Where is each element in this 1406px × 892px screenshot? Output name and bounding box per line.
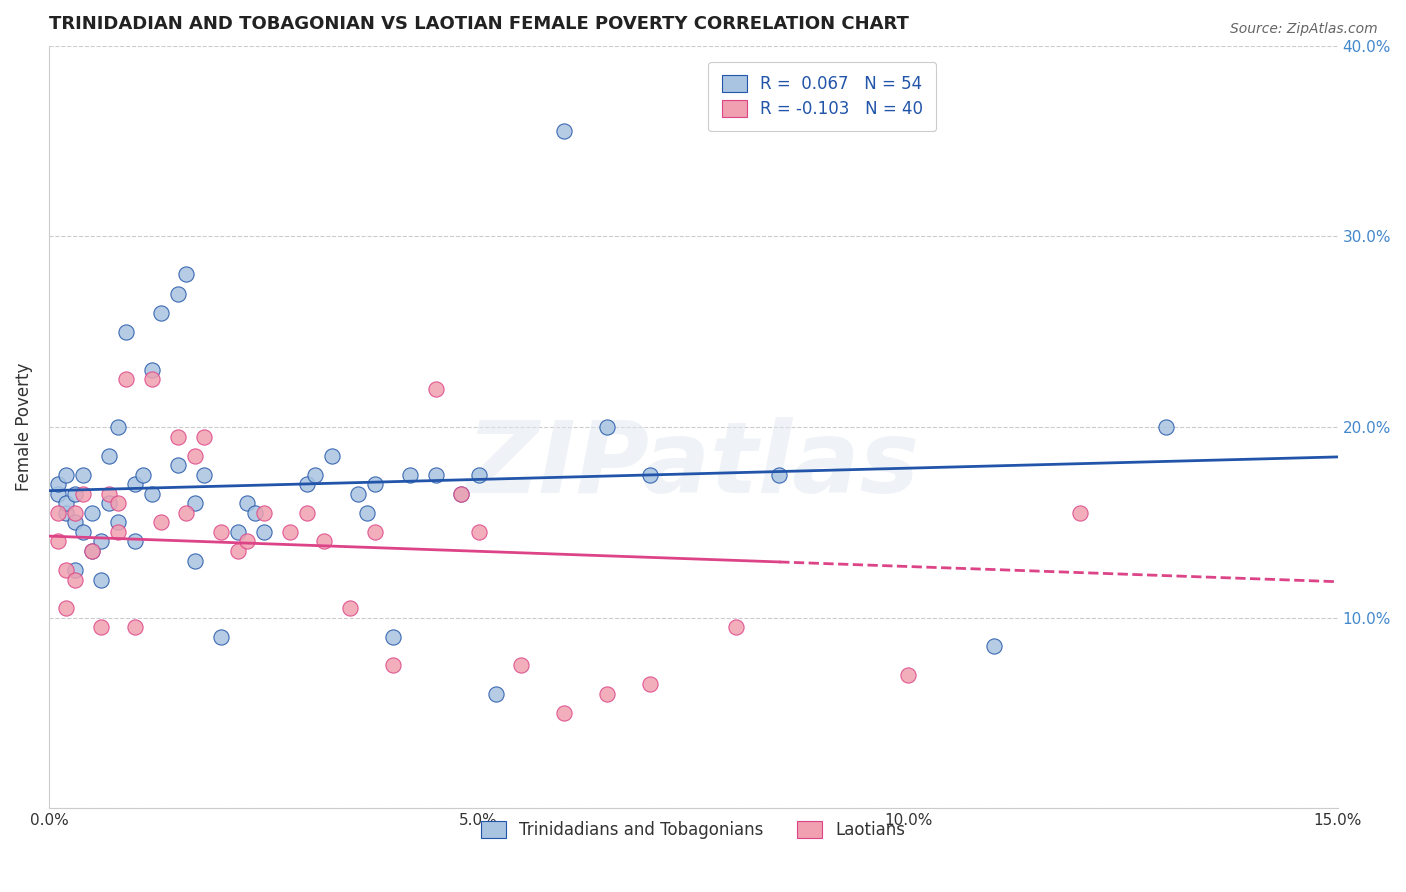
- Point: [184, 496, 207, 510]
- Point: [235, 534, 257, 549]
- Text: ZIPatlas: ZIPatlas: [467, 417, 920, 514]
- Point: [1154, 420, 1177, 434]
- Point: [115, 325, 138, 339]
- Point: [80, 544, 103, 558]
- Point: [321, 449, 343, 463]
- Point: [124, 477, 146, 491]
- Point: [226, 524, 249, 539]
- Point: [98, 487, 121, 501]
- Point: [166, 429, 188, 443]
- Point: [381, 630, 404, 644]
- Point: [149, 305, 172, 319]
- Point: [1069, 506, 1091, 520]
- Point: [553, 706, 575, 720]
- Point: [768, 467, 790, 482]
- Point: [640, 467, 662, 482]
- Point: [897, 668, 920, 682]
- Point: [46, 477, 69, 491]
- Point: [398, 467, 420, 482]
- Point: [425, 467, 447, 482]
- Point: [209, 630, 232, 644]
- Point: [107, 516, 129, 530]
- Point: [55, 506, 77, 520]
- Point: [55, 467, 77, 482]
- Point: [184, 449, 207, 463]
- Point: [107, 524, 129, 539]
- Point: [243, 506, 266, 520]
- Point: [253, 506, 276, 520]
- Point: [63, 573, 86, 587]
- Point: [46, 506, 69, 520]
- Point: [141, 372, 163, 386]
- Point: [425, 382, 447, 396]
- Point: [278, 524, 301, 539]
- Point: [725, 620, 748, 634]
- Point: [55, 601, 77, 615]
- Point: [295, 477, 318, 491]
- Point: [166, 458, 188, 473]
- Point: [450, 487, 472, 501]
- Point: [312, 534, 335, 549]
- Point: [166, 286, 188, 301]
- Point: [983, 640, 1005, 654]
- Point: [63, 516, 86, 530]
- Point: [596, 420, 619, 434]
- Point: [304, 467, 326, 482]
- Point: [253, 524, 276, 539]
- Point: [124, 620, 146, 634]
- Text: TRINIDADIAN AND TOBAGONIAN VS LAOTIAN FEMALE POVERTY CORRELATION CHART: TRINIDADIAN AND TOBAGONIAN VS LAOTIAN FE…: [49, 15, 908, 33]
- Point: [141, 363, 163, 377]
- Point: [46, 487, 69, 501]
- Point: [176, 506, 198, 520]
- Point: [209, 524, 232, 539]
- Text: Source: ZipAtlas.com: Source: ZipAtlas.com: [1230, 22, 1378, 37]
- Point: [553, 124, 575, 138]
- Point: [356, 506, 378, 520]
- Point: [124, 534, 146, 549]
- Point: [55, 563, 77, 577]
- Point: [89, 534, 111, 549]
- Point: [63, 506, 86, 520]
- Point: [176, 268, 198, 282]
- Point: [55, 496, 77, 510]
- Point: [63, 487, 86, 501]
- Legend: Trinidadians and Tobagonians, Laotians: Trinidadians and Tobagonians, Laotians: [474, 814, 912, 846]
- Point: [72, 487, 94, 501]
- Point: [89, 573, 111, 587]
- Point: [115, 372, 138, 386]
- Point: [107, 496, 129, 510]
- Point: [226, 544, 249, 558]
- Point: [381, 658, 404, 673]
- Point: [72, 524, 94, 539]
- Point: [467, 467, 489, 482]
- Y-axis label: Female Poverty: Female Poverty: [15, 363, 32, 491]
- Point: [107, 420, 129, 434]
- Point: [141, 487, 163, 501]
- Point: [450, 487, 472, 501]
- Point: [640, 677, 662, 691]
- Point: [193, 467, 215, 482]
- Point: [184, 553, 207, 567]
- Point: [485, 687, 508, 701]
- Point: [80, 506, 103, 520]
- Point: [89, 620, 111, 634]
- Point: [80, 544, 103, 558]
- Point: [510, 658, 533, 673]
- Point: [149, 516, 172, 530]
- Point: [339, 601, 361, 615]
- Point: [193, 429, 215, 443]
- Point: [46, 534, 69, 549]
- Point: [235, 496, 257, 510]
- Point: [596, 687, 619, 701]
- Point: [347, 487, 370, 501]
- Point: [364, 524, 387, 539]
- Point: [98, 449, 121, 463]
- Point: [295, 506, 318, 520]
- Point: [364, 477, 387, 491]
- Point: [98, 496, 121, 510]
- Point: [72, 467, 94, 482]
- Point: [467, 524, 489, 539]
- Point: [132, 467, 155, 482]
- Point: [63, 563, 86, 577]
